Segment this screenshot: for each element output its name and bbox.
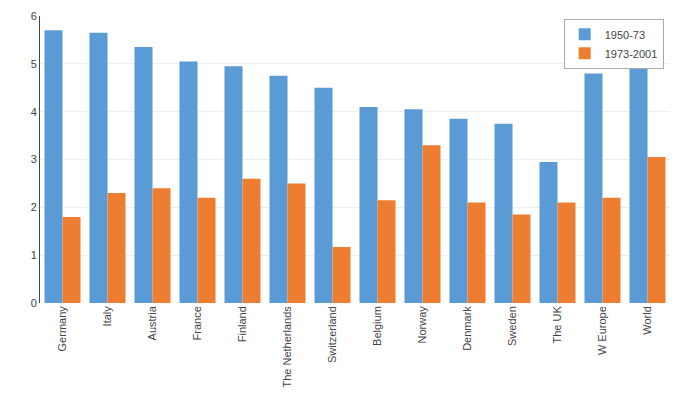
- svg-text:3: 3: [31, 153, 37, 165]
- svg-text:Sweden: Sweden: [506, 306, 518, 346]
- svg-text:2: 2: [31, 201, 37, 213]
- svg-text:The UK: The UK: [551, 306, 563, 344]
- svg-text:W Europe: W Europe: [596, 306, 608, 355]
- svg-text:Austria: Austria: [146, 305, 158, 340]
- svg-text:Belgium: Belgium: [371, 306, 383, 346]
- svg-text:1: 1: [31, 249, 37, 261]
- svg-text:The Netherlands: The Netherlands: [281, 306, 293, 388]
- svg-text:World: World: [641, 306, 653, 335]
- svg-text:1973-2001: 1973-2001: [605, 48, 658, 60]
- svg-text:France: France: [191, 306, 203, 340]
- svg-text:Finland: Finland: [236, 306, 248, 342]
- svg-text:Switzerland: Switzerland: [326, 306, 338, 363]
- svg-text:1950-73: 1950-73: [605, 29, 645, 41]
- svg-text:Germany: Germany: [56, 306, 68, 352]
- svg-text:6: 6: [31, 10, 37, 22]
- svg-text:Norway: Norway: [416, 306, 428, 344]
- svg-text:Denmark: Denmark: [461, 306, 473, 351]
- svg-text:Italy: Italy: [101, 306, 113, 327]
- svg-text:5: 5: [31, 58, 37, 70]
- svg-text:0: 0: [31, 297, 37, 309]
- svg-text:4: 4: [31, 106, 37, 118]
